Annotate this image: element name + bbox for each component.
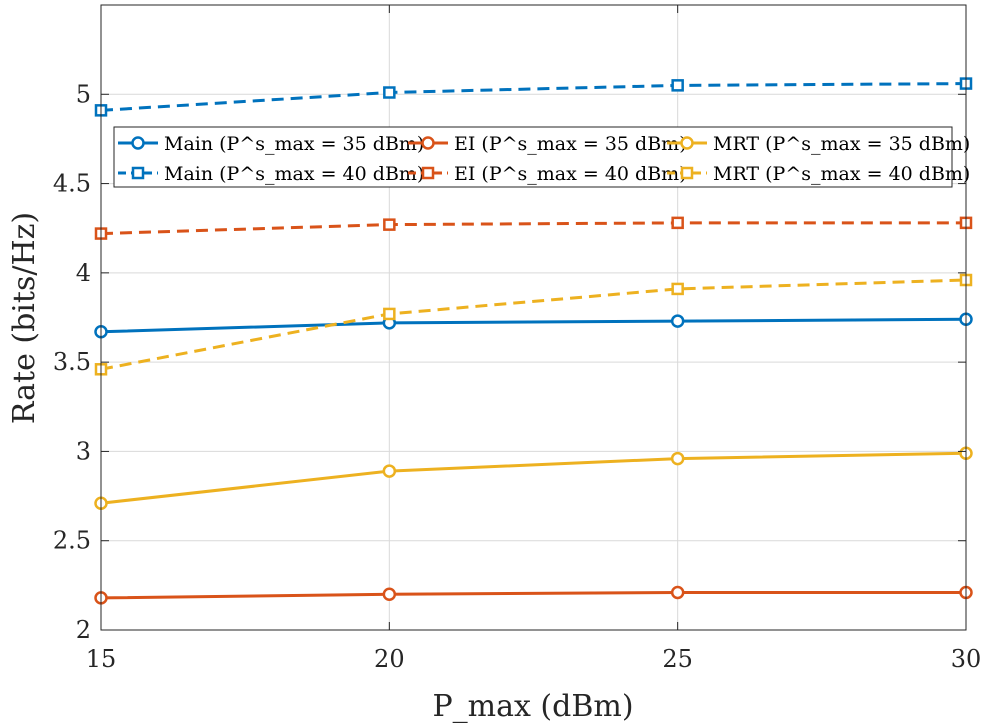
x-tick-label: 15 xyxy=(86,645,117,673)
legend-marker-4 xyxy=(421,166,435,180)
series-5-point xyxy=(383,307,396,321)
y-tick-label: 2 xyxy=(76,616,91,644)
series-line-5 xyxy=(100,278,967,371)
legend-entry-1: EI (P^s_max = 35 dBm) xyxy=(454,133,687,155)
legend-entry-0: Main (P^s_max = 35 dBm) xyxy=(164,133,424,155)
plot-background xyxy=(101,5,966,630)
series-5-point xyxy=(671,282,684,296)
series-line-4 xyxy=(100,221,966,236)
series-0-point xyxy=(670,314,685,328)
series-2-point xyxy=(670,451,685,466)
y-tick-label: 2.5 xyxy=(53,527,91,555)
y-tick-label: 5 xyxy=(76,80,91,108)
legend-entry-3: Main (P^s_max = 40 dBm) xyxy=(164,163,424,185)
y-tick-label: 3 xyxy=(76,437,91,465)
series-2-point xyxy=(382,464,397,478)
series-1-point xyxy=(382,587,397,602)
x-tick-label: 20 xyxy=(374,645,405,673)
legend-marker-1 xyxy=(421,136,435,150)
series-line-1 xyxy=(100,591,966,600)
series-line-0 xyxy=(100,317,967,334)
legend-box xyxy=(113,126,953,188)
series-3-point xyxy=(383,86,396,99)
series-1-point xyxy=(670,585,685,600)
legend-entry-2: MRT (P^s_max = 35 dBm) xyxy=(713,133,970,155)
y-axis-label: Rate (bits/Hz) xyxy=(7,212,42,424)
y-tick-label: 4.5 xyxy=(53,170,91,198)
tick-labels: 15 20 25 30 2 2.5 3 3.5 4 4.5 5 xyxy=(53,80,981,673)
legend-entry-4: EI (P^s_max = 40 dBm) xyxy=(454,163,687,185)
x-tick-label: 30 xyxy=(951,645,982,673)
legend-marker-2 xyxy=(680,136,694,150)
y-tick-label: 4 xyxy=(76,259,91,287)
legend-marker-0 xyxy=(131,136,145,150)
legend-marker-5 xyxy=(680,166,694,180)
legend: Main (P^s_max = 35 dBm) Main (P^s_max = 4… xyxy=(113,126,970,188)
ticks xyxy=(100,5,967,631)
series-line-3 xyxy=(100,82,967,112)
x-tick-label: 25 xyxy=(662,645,693,673)
series-lines xyxy=(100,82,967,600)
legend-entry-5: MRT (P^s_max = 40 dBm) xyxy=(713,163,970,185)
plot-frame xyxy=(100,4,967,631)
series-4-point xyxy=(671,216,684,230)
series-4-point xyxy=(383,218,396,231)
series-3-point xyxy=(671,79,684,92)
series-line-2 xyxy=(100,451,967,505)
legend-marker-3 xyxy=(131,166,145,180)
x-axis-label: P_max (dBm) xyxy=(432,689,633,723)
y-tick-label: 3.5 xyxy=(53,348,91,376)
